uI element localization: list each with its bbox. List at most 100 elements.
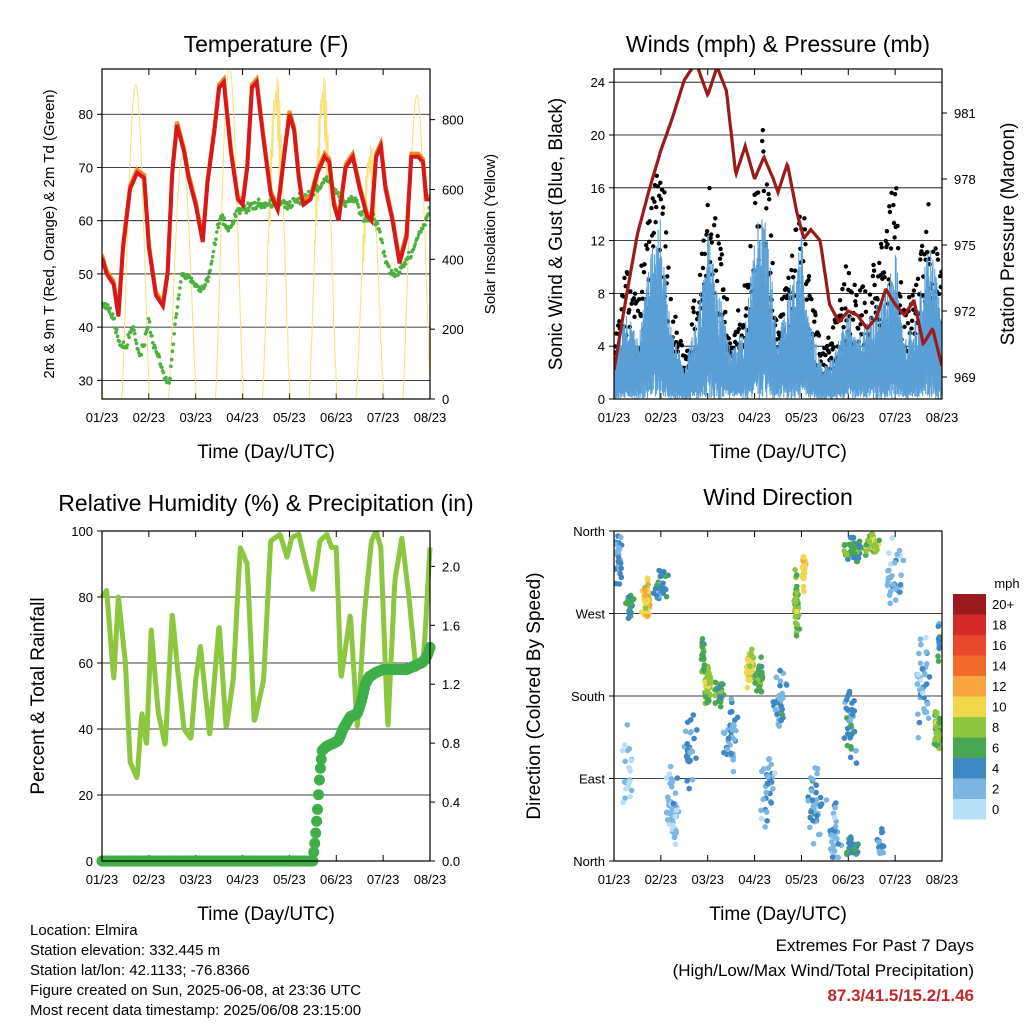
dewpoint-point	[139, 353, 144, 357]
direction-point	[684, 778, 690, 784]
gust-point	[854, 293, 859, 298]
gust-point	[875, 297, 880, 302]
station-info: Location: Elmira Station elevation: 332.…	[30, 921, 361, 1021]
gust-point	[852, 282, 857, 288]
dewpoint-point	[114, 330, 118, 335]
dewpoint-point	[112, 316, 117, 321]
gust-point	[859, 313, 864, 318]
x-tick-label: 05/23	[785, 410, 818, 425]
direction-point	[863, 548, 869, 555]
direction-point	[749, 646, 755, 653]
direction-point	[849, 706, 855, 713]
x-tick-label: 01/23	[86, 872, 119, 887]
gust-point	[837, 298, 843, 303]
direction-point	[833, 800, 839, 806]
direction-point	[810, 776, 816, 783]
legend-label: 18	[992, 618, 1006, 633]
gust-point	[879, 245, 884, 250]
y-axis-label: Percent & Total Rainfall	[28, 597, 49, 794]
direction-point	[618, 534, 624, 541]
x-tick-label: 07/23	[367, 872, 400, 887]
x-tick-label: 03/23	[691, 872, 724, 887]
gust-point	[914, 282, 919, 288]
direction-point	[746, 676, 753, 682]
gust-point	[789, 267, 794, 273]
gust-point	[709, 240, 714, 245]
gust-point	[924, 229, 929, 235]
x-tick-label: 06/23	[832, 410, 865, 425]
gust-point	[726, 336, 731, 341]
direction-point	[792, 600, 799, 606]
gust-point	[690, 305, 696, 310]
dewpoint-point	[132, 328, 136, 332]
dewpoint-point	[383, 254, 387, 258]
gust-point	[632, 291, 638, 296]
gust-point	[707, 185, 712, 191]
direction-point	[669, 806, 675, 813]
gust-point	[755, 190, 761, 195]
direction-point	[850, 542, 857, 549]
dewpoint-point	[124, 346, 129, 350]
extremes-line1: Extremes For Past 7 Days	[775, 936, 974, 955]
dewpoint-point	[394, 268, 399, 273]
direction-point	[772, 770, 778, 776]
gust-point	[870, 273, 876, 279]
direction-point	[923, 709, 930, 715]
dewpoint-point	[125, 343, 130, 347]
direction-point	[900, 557, 907, 564]
direction-point	[619, 747, 626, 754]
direction-point	[801, 574, 807, 581]
direction-point	[813, 789, 819, 796]
direction-point	[896, 547, 903, 554]
direction-point	[916, 719, 923, 726]
direction-point	[624, 747, 631, 754]
gust-point	[736, 326, 741, 332]
gust-point	[804, 297, 809, 302]
direction-point	[724, 746, 731, 753]
direction-point	[658, 573, 664, 579]
direction-point	[844, 551, 850, 558]
gust-point	[692, 326, 697, 332]
gust-point	[724, 297, 730, 302]
dewpoint-point	[150, 334, 154, 338]
gust-point	[792, 268, 798, 273]
direction-point	[628, 757, 635, 764]
dewpoint-point	[115, 328, 119, 332]
direction-point	[917, 660, 924, 667]
gust-point	[938, 284, 942, 290]
direction-point	[845, 556, 851, 562]
gust-point	[674, 330, 679, 335]
x-tick-label: 07/23	[879, 872, 912, 887]
gust-point	[831, 345, 836, 350]
dewpoint-point	[220, 213, 225, 217]
legend-swatch	[953, 717, 986, 738]
dewpoint-point	[115, 334, 120, 339]
gust-point	[863, 289, 868, 294]
dewpoint-point	[169, 364, 173, 369]
gust-point	[628, 289, 633, 294]
gust-point	[697, 272, 703, 278]
x-tick-label: 04/23	[738, 410, 771, 425]
gust-point	[850, 317, 856, 322]
dewpoint-point	[208, 268, 212, 273]
gust-point	[629, 301, 634, 306]
gust-point	[829, 341, 835, 346]
gust-point	[806, 274, 812, 279]
precip-point	[310, 827, 322, 839]
gust-point	[716, 241, 721, 246]
direction-point	[841, 541, 848, 548]
gust-point	[812, 319, 817, 324]
dewpoint-point	[172, 332, 176, 336]
dewpoint-point	[406, 250, 411, 255]
direction-point	[831, 828, 838, 834]
direction-point	[730, 768, 737, 775]
x-tick-label: 01/23	[598, 410, 631, 425]
direction-point	[693, 755, 699, 761]
direction-point	[641, 587, 648, 593]
y-tick-label: West	[576, 607, 606, 622]
direction-point	[684, 741, 690, 747]
direction-point	[835, 841, 841, 847]
y2-tick-label: 0.8	[442, 736, 460, 751]
gust-point	[627, 307, 632, 313]
temp-2m-line	[102, 77, 430, 317]
